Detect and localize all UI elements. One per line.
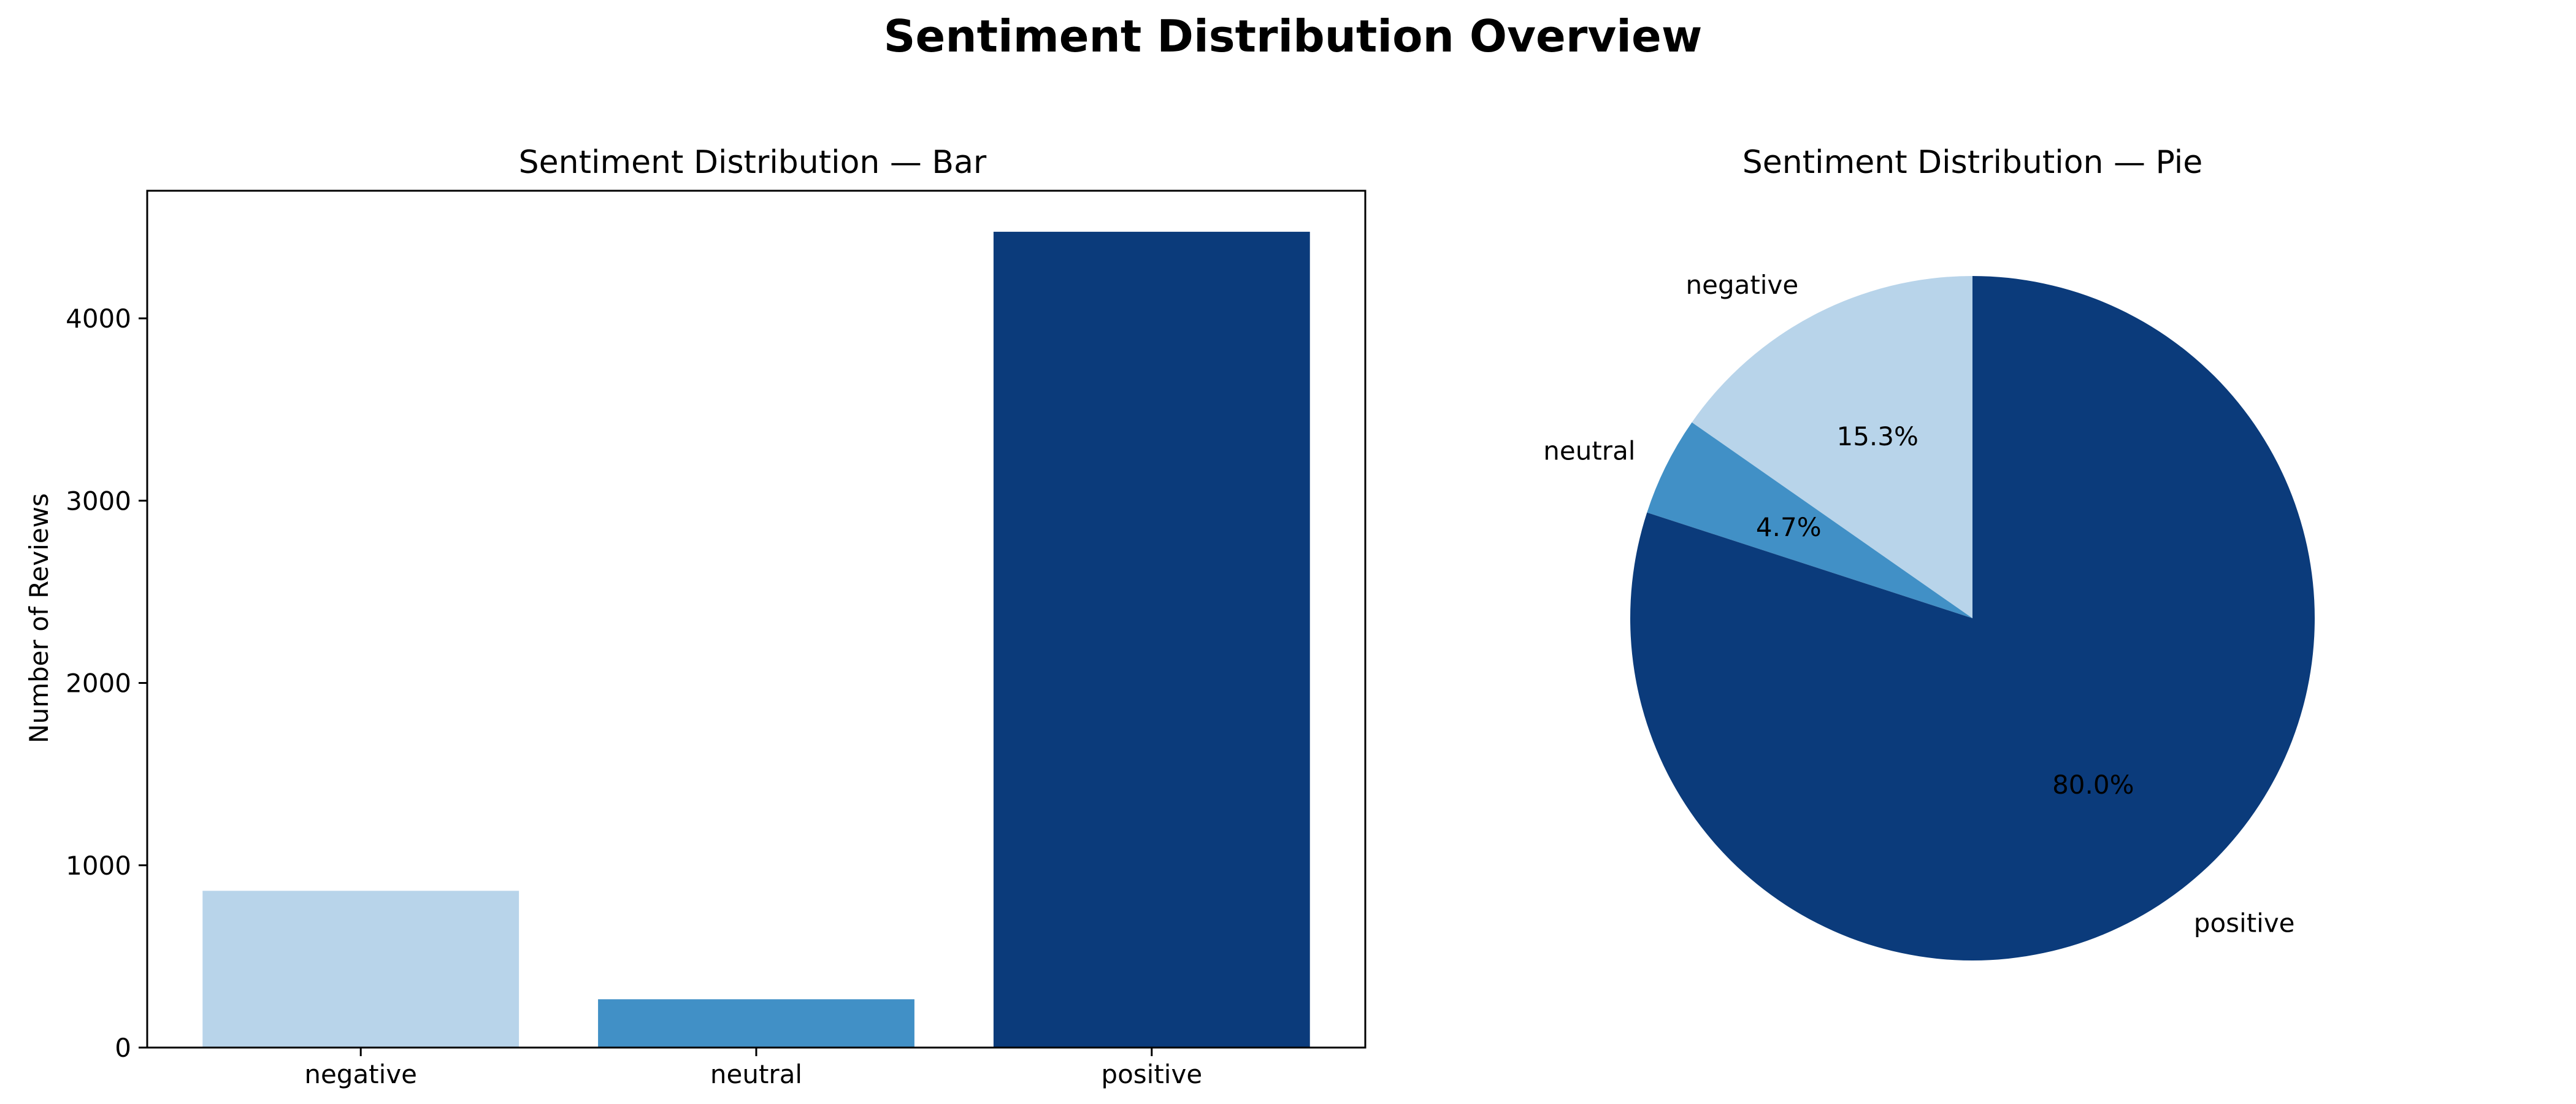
y-tick-label: 1000 (66, 851, 131, 881)
pie-percent-labels: 15.3% 4.7% 80.0% (1756, 421, 2134, 800)
pie-label-negative: negative (1685, 270, 1798, 300)
bar-series (202, 231, 1310, 1048)
y-tick-label: 0 (115, 1033, 131, 1063)
pie-chart: Sentiment Distribution — Pie negative neu… (1543, 144, 2315, 960)
y-axis-label: Number of Reviews (24, 493, 54, 743)
x-tick-label: neutral (710, 1059, 802, 1089)
pie-percent-positive: 80.0% (2052, 770, 2134, 800)
pie-percent-neutral: 4.7% (1756, 512, 1822, 542)
pie-slices (1630, 276, 2315, 960)
bar-negative (202, 891, 519, 1048)
pie-slice-positive (1630, 276, 2315, 960)
figure-title: Sentiment Distribution Overview (884, 10, 1703, 62)
y-axis-ticks: 0 1000 2000 3000 4000 (66, 304, 147, 1063)
pie-slice-negative (1692, 276, 1972, 618)
bar-chart: Sentiment Distribution — Bar Number of R… (24, 144, 1367, 1089)
pie-slice-neutral (1647, 422, 1972, 618)
y-tick-label: 3000 (66, 486, 131, 516)
x-axis-ticks: negative neutral positive (304, 1048, 1202, 1089)
pie-label-neutral: neutral (1543, 436, 1635, 466)
pie-label-positive: positive (2194, 908, 2295, 938)
bar-chart-title: Sentiment Distribution — Bar (519, 144, 987, 181)
y-tick-label: 2000 (66, 669, 131, 699)
pie-percent-negative: 15.3% (1836, 421, 1918, 451)
pie-chart-title: Sentiment Distribution — Pie (1742, 144, 2202, 181)
pie-slice-labels: negative neutral positive (1543, 270, 2294, 938)
bar-chart-frame (146, 190, 1367, 1049)
x-tick-label: positive (1101, 1059, 1202, 1089)
y-tick-label: 4000 (66, 304, 131, 334)
bar-positive (993, 231, 1310, 1048)
bar-neutral (598, 999, 914, 1048)
x-tick-label: negative (304, 1059, 417, 1089)
